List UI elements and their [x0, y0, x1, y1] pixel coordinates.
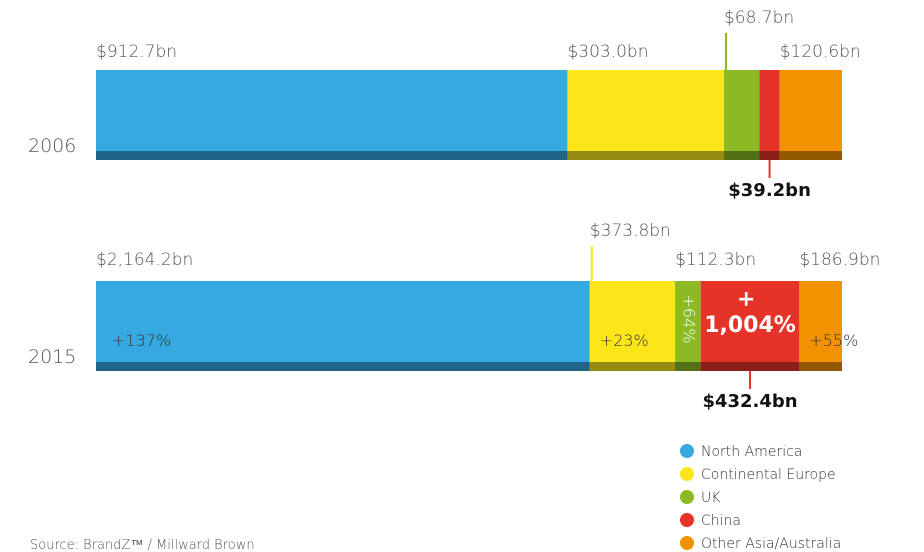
bar-shadow [589, 362, 676, 371]
change-label: +23% [600, 331, 649, 350]
bar-segment [567, 70, 724, 160]
bar-segment [96, 70, 568, 160]
bar-shadow [96, 151, 568, 160]
bar-segment [759, 70, 780, 160]
value-label: $39.2bn [728, 180, 811, 201]
bar-shadow [779, 151, 842, 160]
bar-shadow [700, 362, 800, 371]
bar-segment [779, 70, 842, 160]
bar-shadow [567, 151, 724, 160]
value-label: $373.8bn [590, 221, 671, 241]
source: Source: BrandZ™ / Millward Brown [30, 538, 255, 552]
bar-shadow [799, 362, 842, 371]
value-label: $186.9bn [799, 250, 880, 270]
year-label: 2015 [28, 346, 76, 368]
change-label: + 1,004% [704, 287, 796, 338]
legend-label: North America [701, 444, 802, 460]
legend-label: China [701, 513, 741, 529]
change-label: +55% [809, 331, 858, 350]
legend-swatch [680, 513, 694, 527]
value-label: $303.0bn [567, 42, 648, 62]
legend-label: Other Asia/Australia [701, 536, 841, 552]
value-label: $432.4bn [702, 391, 797, 412]
value-label: $112.3bn [675, 250, 756, 270]
value-label: $912.7bn [96, 42, 177, 62]
bar-segment [589, 281, 676, 371]
legend-swatch [680, 444, 694, 458]
bar-shadow [96, 362, 590, 371]
bar-segment [96, 281, 590, 371]
value-label: $68.7bn [724, 8, 794, 28]
value-label: $2,164.2bn [96, 250, 193, 270]
bar-segment [700, 281, 800, 371]
year-label: 2006 [28, 135, 76, 157]
bar-shadow [723, 151, 760, 160]
bar-shadow [675, 362, 701, 371]
bar-segment [675, 281, 701, 371]
value-label: $120.6bn [780, 42, 861, 62]
legend-swatch [680, 536, 694, 550]
change-label: +64% [679, 295, 698, 344]
legend-swatch [680, 467, 694, 481]
bar-shadow [759, 151, 780, 160]
change-label: +137% [112, 331, 171, 350]
legend-label: UK [701, 490, 721, 506]
bar-segment [799, 281, 842, 371]
legend-label: Continental Europe [701, 467, 836, 483]
legend-swatch [680, 490, 694, 504]
bar-segment [723, 70, 760, 160]
